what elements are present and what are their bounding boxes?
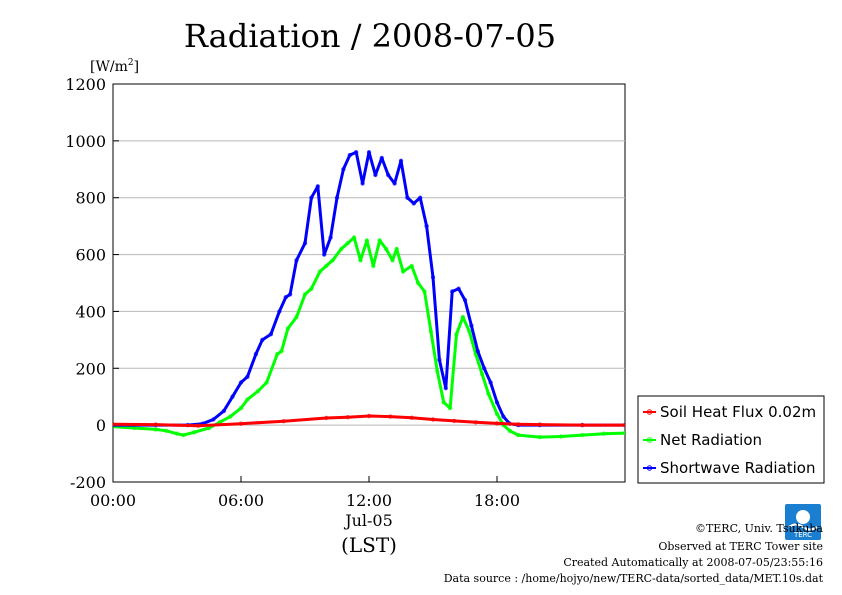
- x-tick-label: 06:00: [218, 491, 264, 510]
- x-axis-label: (LST): [341, 533, 397, 557]
- x-tick-label: 18:00: [474, 491, 520, 510]
- credit-source: Data source : /home/hojyo/new/TERC-data/…: [444, 572, 823, 585]
- y-tick-label: 400: [75, 302, 106, 321]
- y-tick-label: 0: [96, 416, 106, 435]
- credit-observed: Observed at TERC Tower site: [658, 540, 823, 553]
- y-tick-label: -200: [70, 473, 106, 492]
- y-tick-label: 800: [75, 189, 106, 208]
- y-tick-label: 1200: [65, 75, 106, 94]
- y-tick-label: 1000: [65, 132, 106, 151]
- chart-title: Radiation / 2008-07-05: [184, 17, 556, 55]
- legend-label-soil-heat-flux-0-02m: Soil Heat Flux 0.02m: [660, 403, 816, 421]
- y-axis-unit-label: [W/m2]: [90, 58, 139, 75]
- credit-created: Created Automatically at 2008-07-05/23:5…: [563, 556, 823, 569]
- x-axis-date-label: Jul-05: [343, 511, 393, 530]
- y-unit-close: ]: [134, 59, 139, 75]
- legend-label-net-radiation: Net Radiation: [660, 431, 762, 449]
- legend-label-shortwave-radiation: Shortwave Radiation: [660, 459, 816, 477]
- plot-area-frame: [113, 84, 625, 482]
- credit-copyright: ©TERC, Univ. Tsukuba: [695, 522, 823, 535]
- y-tick-label: 600: [75, 246, 106, 265]
- y-axis-ticks: 1200 1000 800 600 400 200 0 -200: [65, 75, 119, 492]
- y-unit-text: [W/m: [90, 59, 128, 75]
- x-tick-label: 12:00: [346, 491, 392, 510]
- radiation-chart: Radiation / 2008-07-05 [W/m2] 1200 1000 80…: [0, 0, 842, 595]
- x-tick-label: 00:00: [90, 491, 136, 510]
- y-tick-label: 200: [75, 359, 106, 378]
